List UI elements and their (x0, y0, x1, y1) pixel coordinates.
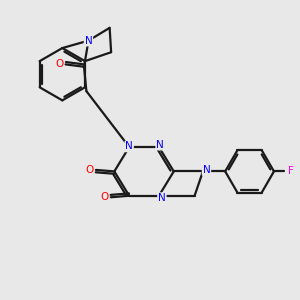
Text: N: N (158, 193, 166, 203)
Text: N: N (202, 165, 210, 175)
Text: O: O (85, 165, 94, 175)
Text: O: O (100, 192, 108, 202)
Text: N: N (156, 140, 164, 150)
Text: O: O (55, 59, 63, 69)
Text: F: F (288, 167, 294, 176)
Text: N: N (85, 36, 92, 46)
Text: N: N (125, 141, 133, 152)
